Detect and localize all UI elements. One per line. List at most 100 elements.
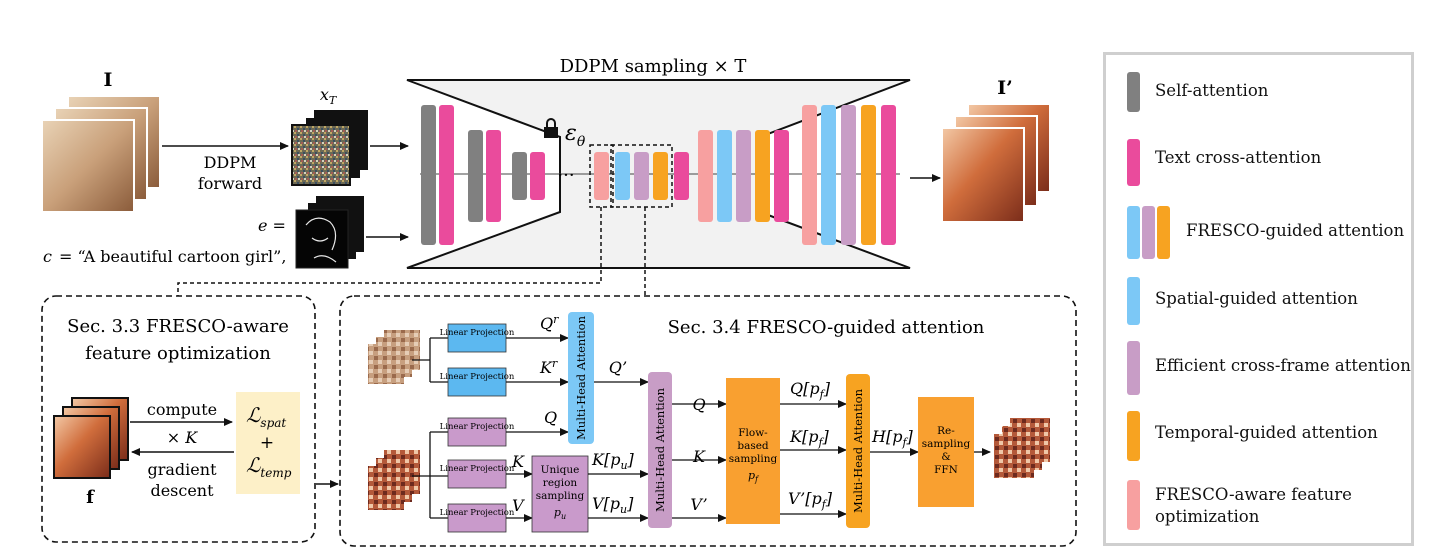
dec-temporal-2 [861, 105, 876, 245]
edge-frames [295, 196, 364, 269]
enc-self-attn-2 [468, 130, 483, 222]
q-pf-label: Q[pf] [790, 379, 831, 401]
e-label: e = [258, 216, 286, 235]
enc-text-attn-2 [486, 130, 501, 222]
lp-k: Linear Projection [440, 459, 515, 489]
legend: Self-attention Text cross-attention FRES… [1103, 52, 1414, 546]
legend-label: Self-attention [1155, 81, 1269, 100]
legend-item-temporal-guided: Temporal-guided attention [1124, 411, 1414, 461]
gradient-label-2: descent [150, 481, 214, 500]
mha-temporal [846, 374, 870, 528]
spatial-guided-swatch [1127, 277, 1140, 325]
c-label: c [43, 247, 52, 266]
lp-qr: Linear Projection [440, 323, 515, 353]
svg-text:Linear Projection: Linear Projection [440, 422, 515, 432]
branch-top [412, 337, 448, 383]
cross-frame-swatch [1142, 206, 1155, 259]
noise-label: xT [320, 85, 338, 107]
dec-cross-frame-2 [841, 105, 856, 245]
times-k: × K [167, 428, 198, 447]
mid-cross-frame [634, 152, 649, 200]
v-pu-label: V[pu] [592, 494, 634, 516]
legend-item-self-attention: Self-attention [1124, 72, 1414, 112]
lp-kr: Linear Projection [440, 367, 515, 397]
svg-text:sampling: sampling [536, 490, 585, 502]
svg-text:Re-: Re- [937, 425, 955, 437]
output-label: I’ [997, 77, 1013, 99]
mid-temporal [653, 152, 668, 200]
dec-fresco-aware-1 [698, 130, 713, 222]
dec-spatial-1 [717, 130, 732, 222]
svg-text:Unique: Unique [541, 464, 580, 476]
legend-label: Spatial-guided attention [1155, 289, 1358, 308]
k-pf-label: K[pf] [789, 427, 830, 449]
legend-item-fresco-aware: FRESCO-aware feature optimization [1124, 480, 1414, 530]
diagram-canvas: I DDPM forward xT e = c = “A beautiful c… [41, 56, 1077, 547]
mha-cross-frame-label: Multi-Head Attention [653, 387, 667, 512]
svg-text:Linear Projection: Linear Projection [440, 328, 515, 338]
v-label: V [512, 496, 525, 515]
attn-panel [339, 295, 1077, 547]
legend-item-efficient-cross-frame: Efficient cross-frame attention [1124, 341, 1414, 395]
svg-text:based: based [737, 440, 769, 452]
efficient-cross-frame-swatch [1127, 341, 1140, 395]
input-frames [41, 95, 161, 213]
dec-cross-frame-1 [736, 130, 751, 222]
dec-fresco-aware-2 [802, 105, 817, 245]
mha-cross-frame [648, 372, 672, 528]
input-label: I [104, 69, 113, 91]
enc-text-attn-1 [439, 105, 454, 245]
resample-ffn-box [918, 397, 974, 507]
temporal-guided-swatch [1127, 411, 1140, 461]
k-label: K [511, 452, 525, 471]
attn-input-frames-ref [368, 330, 420, 384]
unet-title: DDPM sampling × T [560, 56, 747, 77]
svg-text:Flow-: Flow- [738, 427, 768, 439]
gradient-label-1: gradient [148, 460, 218, 479]
noise-frames [291, 110, 368, 186]
svg-text:Linear Projection: Linear Projection [440, 464, 515, 474]
ellipsis: ··· [557, 165, 574, 186]
svg-text:pf: pf [748, 469, 760, 484]
loss-box [236, 392, 300, 494]
svg-text:sampling: sampling [922, 438, 971, 450]
dec-text-attn-1 [774, 130, 789, 222]
attn-output-frames [994, 418, 1050, 478]
feature-label: f [86, 487, 95, 508]
dec-spatial-2 [821, 105, 836, 245]
kr-label: Kr [539, 357, 558, 377]
branch-bottom [412, 431, 448, 519]
svg-text:FFN: FFN [934, 464, 958, 476]
forward-label-1: DDPM [204, 153, 257, 172]
dec-text-attn-2 [881, 105, 896, 245]
svg-text:&: & [941, 451, 950, 463]
legend-label: Text cross-attention [1155, 148, 1322, 167]
legend-label: Efficient cross-frame attention [1155, 356, 1411, 375]
loss-spat: ℒspat [246, 403, 286, 430]
legend-label: FRESCO-guided attention [1186, 221, 1405, 240]
compute-label: compute [147, 400, 217, 419]
q2-label: Q [692, 395, 705, 414]
optim-title-2: feature optimization [85, 343, 271, 364]
legend-label: Temporal-guided attention [1155, 423, 1378, 442]
lp-v: Linear Projection [440, 503, 515, 533]
legend-label: FRESCO-aware feature [1155, 485, 1352, 504]
svg-text:pu: pu [554, 506, 566, 521]
fresco-aware-swatch [1127, 480, 1140, 530]
dec-temporal-1 [755, 130, 770, 222]
highlight-box-2 [610, 144, 673, 208]
epsilon-label: εθ [565, 121, 586, 150]
svg-text:Linear Projection: Linear Projection [440, 508, 515, 518]
legend-item-text-cross-attention: Text cross-attention [1124, 139, 1414, 186]
unique-region-box [531, 455, 589, 533]
legend-label-line2: optimization [1155, 507, 1260, 526]
flow-sampling-box [726, 378, 780, 524]
qr-label: Qr [540, 313, 559, 333]
q-label: Q [544, 408, 557, 427]
output-frames [941, 103, 1051, 223]
v-pf-label: V’[pf] [788, 489, 833, 511]
loss-temp: ℒtemp [246, 453, 292, 480]
mha-temporal-label: Multi-Head Attention [851, 388, 865, 513]
h-pf-label: H[pf] [871, 427, 914, 449]
svg-text:region: region [543, 477, 578, 489]
